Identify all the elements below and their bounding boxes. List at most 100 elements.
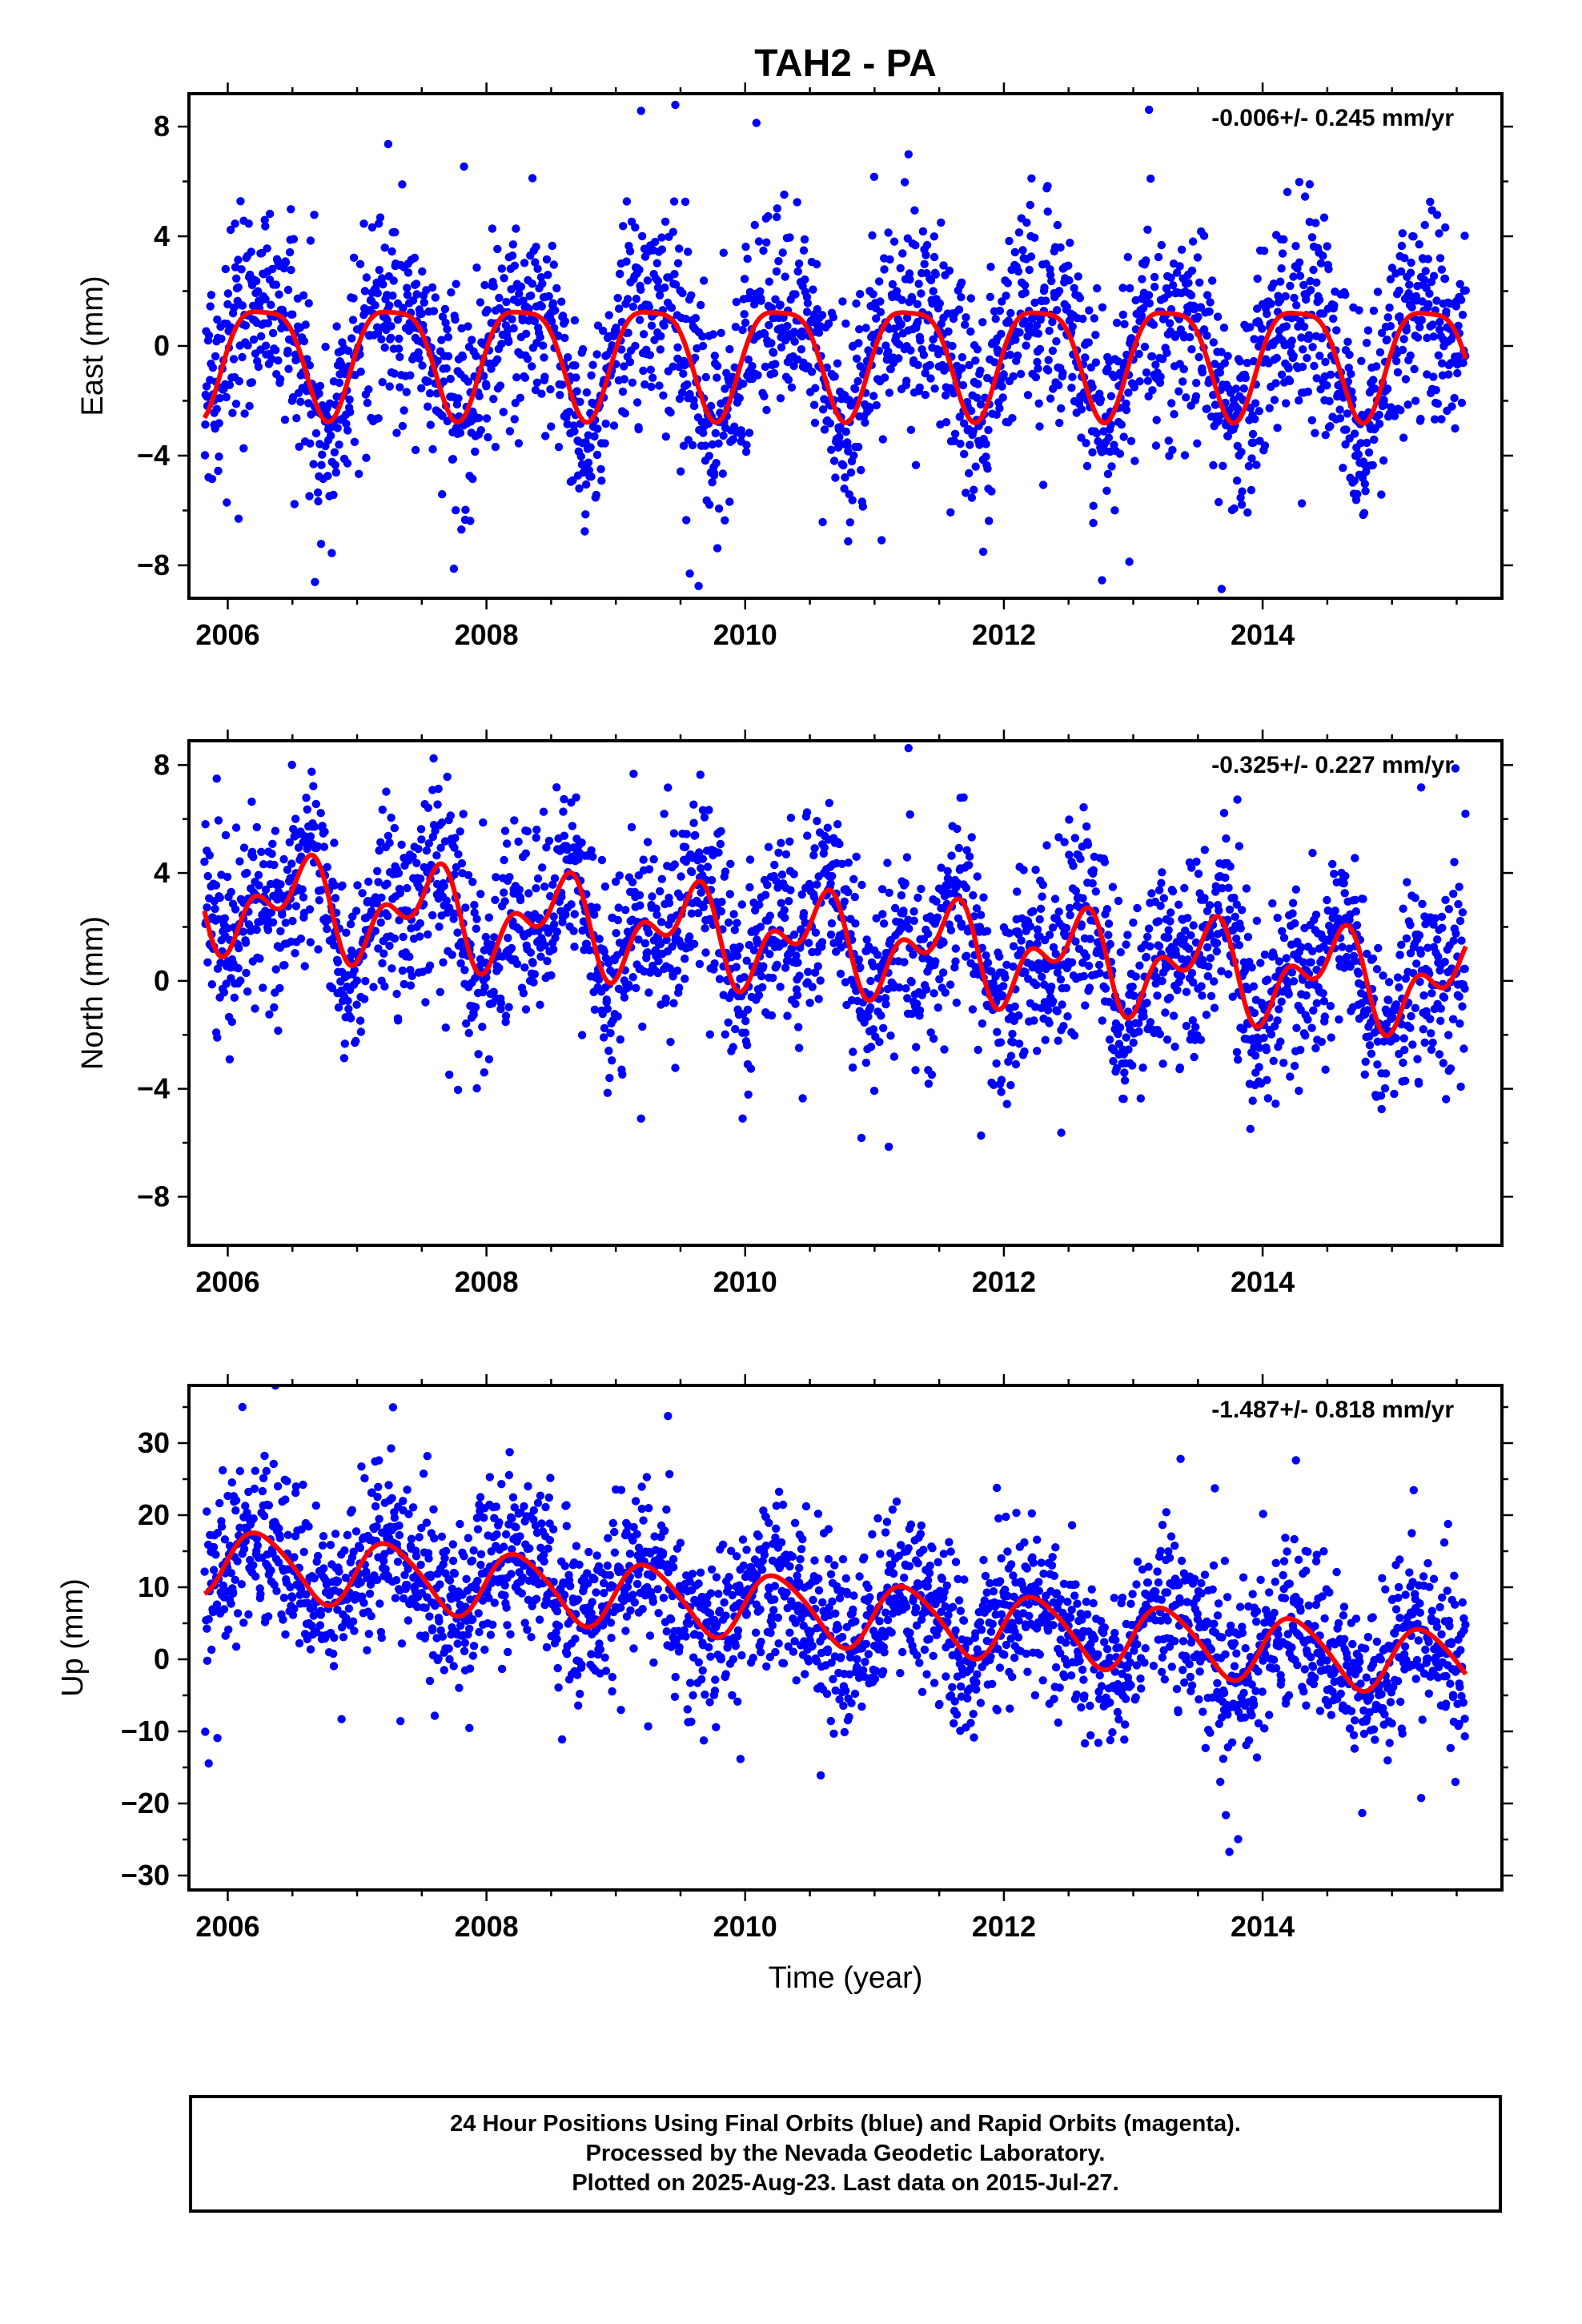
data-point <box>1026 922 1035 931</box>
data-point <box>1041 1035 1050 1044</box>
data-point <box>1195 352 1203 362</box>
data-point <box>489 282 498 291</box>
data-point <box>346 1014 355 1023</box>
data-point <box>394 1016 403 1025</box>
data-point <box>1405 280 1414 289</box>
data-point <box>1104 919 1114 928</box>
data-point <box>234 283 243 292</box>
data-point <box>274 1026 283 1035</box>
data-point <box>1048 923 1058 932</box>
data-point <box>781 336 790 345</box>
data-point <box>941 391 950 400</box>
data-point <box>1429 372 1438 381</box>
data-point <box>930 384 939 393</box>
data-point <box>1222 834 1231 843</box>
data-point <box>482 414 492 423</box>
data-point <box>1184 279 1193 287</box>
data-point <box>570 910 579 919</box>
data-point <box>1038 972 1046 982</box>
data-point <box>846 468 856 477</box>
data-point <box>304 399 313 408</box>
data-point <box>1144 291 1154 300</box>
data-point <box>437 818 447 827</box>
data-point <box>997 1076 1006 1084</box>
data-point <box>1319 997 1329 1006</box>
data-point <box>544 836 554 846</box>
data-point <box>1308 848 1317 858</box>
data-point <box>838 297 847 306</box>
data-point <box>417 309 426 318</box>
data-point <box>875 1037 884 1047</box>
data-point <box>1417 316 1427 324</box>
data-point <box>1432 211 1442 219</box>
data-point <box>276 880 285 889</box>
data-point <box>600 1023 609 1033</box>
data-point <box>231 823 241 832</box>
data-point <box>669 362 677 371</box>
data-point <box>207 980 216 989</box>
data-point <box>1066 911 1074 920</box>
data-point <box>1182 393 1191 402</box>
data-point <box>689 800 698 809</box>
data-point <box>543 956 552 966</box>
data-point <box>661 283 669 292</box>
data-point <box>574 854 583 864</box>
data-point <box>389 276 398 285</box>
data-point <box>689 401 699 411</box>
data-point <box>291 949 299 958</box>
data-point <box>440 837 450 846</box>
data-point <box>695 848 704 857</box>
data-point <box>1255 407 1264 416</box>
data-point <box>532 833 540 842</box>
data-point <box>797 345 806 354</box>
data-point <box>666 1037 675 1047</box>
data-point <box>1356 439 1365 448</box>
data-point <box>1224 970 1233 979</box>
data-point <box>516 895 525 905</box>
data-point <box>247 797 256 806</box>
data-point <box>681 315 690 324</box>
data-point <box>1243 508 1252 517</box>
data-point <box>234 963 243 973</box>
data-point <box>472 352 480 360</box>
data-point <box>1106 939 1115 949</box>
data-point <box>1267 1030 1276 1039</box>
data-point <box>1035 344 1045 354</box>
data-point <box>385 382 394 391</box>
data-point <box>364 877 373 887</box>
data-point <box>716 839 725 849</box>
data-point <box>1345 350 1354 360</box>
data-point <box>615 871 624 880</box>
data-point <box>885 388 894 397</box>
data-point <box>616 1035 624 1044</box>
data-point <box>803 299 813 308</box>
data-point <box>1054 833 1063 842</box>
data-point <box>1297 499 1307 508</box>
data-point <box>1416 783 1426 792</box>
data-point <box>1188 1016 1198 1025</box>
data-point <box>380 343 389 352</box>
data-point <box>675 983 684 992</box>
data-point <box>1402 934 1411 943</box>
data-point <box>392 989 401 999</box>
data-point <box>276 927 285 936</box>
data-point <box>1151 360 1160 369</box>
data-point <box>439 377 448 386</box>
data-point <box>528 362 536 371</box>
data-point <box>1262 1046 1271 1055</box>
data-point <box>1077 920 1086 929</box>
data-point <box>770 860 779 870</box>
data-point <box>1241 373 1251 383</box>
data-point <box>636 107 645 115</box>
data-point <box>851 384 860 393</box>
data-point <box>628 973 637 982</box>
data-point <box>480 280 489 290</box>
data-point <box>1454 321 1463 330</box>
data-point <box>823 823 833 832</box>
data-point <box>656 887 665 896</box>
data-point <box>1410 364 1419 374</box>
data-point <box>946 508 955 517</box>
data-point <box>1207 991 1216 1001</box>
data-point <box>707 875 717 885</box>
data-point <box>351 907 361 915</box>
